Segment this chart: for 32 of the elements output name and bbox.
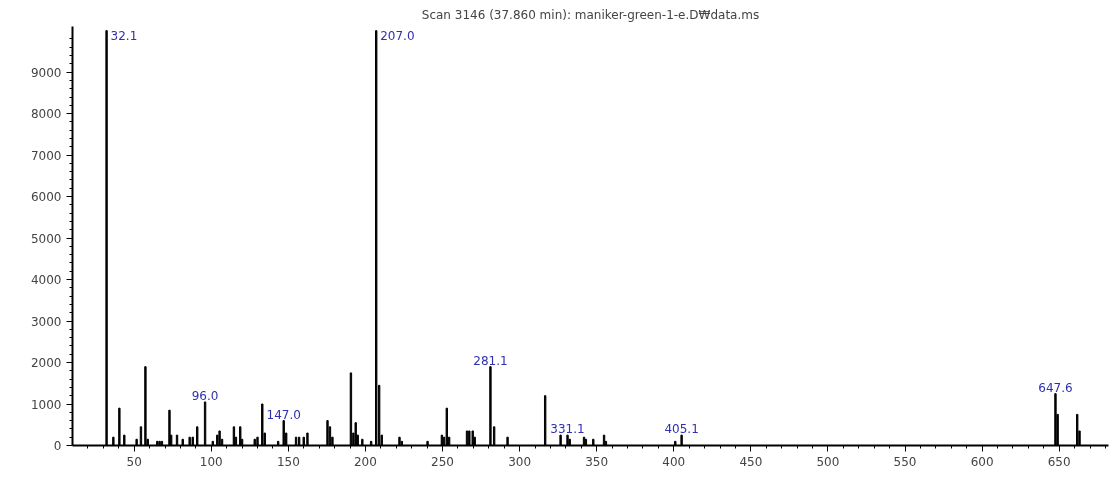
annotation: 331.1 [550,422,585,437]
annotation: 647.6 [1038,380,1073,395]
y-tick-label: 9000 [30,65,62,80]
x-tick-label: 150 [276,454,300,469]
annotation: 96.0 [191,388,219,403]
y-tick-label: 0 [53,439,62,453]
annotation: 32.1 [110,28,138,43]
y-tick-label: 7000 [30,148,62,163]
y-tick-label: 5000 [30,231,62,246]
y-tick-label: 8000 [30,107,62,122]
annotation: 207.0 [380,28,415,43]
x-tick-label: 100 [199,454,223,469]
x-tick-label: 300 [508,454,532,469]
x-tick-label: 500 [816,454,840,469]
y-tick-label: 6000 [30,190,62,205]
annotation: 147.0 [266,407,301,422]
x-tick-label: 400 [662,454,686,469]
x-tick-label: 550 [893,454,917,469]
y-tick-label: 1000 [30,397,62,412]
x-tick-label: 250 [431,454,454,469]
chart-title: Scan 3146 (37.860 min): maniker-green-1-e.D₩data.ms [421,7,760,22]
y-tick-label: 3000 [30,314,62,329]
x-tick-label: 200 [353,454,377,469]
x-tick-label: 650 [1047,454,1071,469]
x-tick-label: 50 [126,454,142,469]
x-tick-label: 450 [739,454,763,469]
y-tick-label: 4000 [30,273,62,288]
annotation: 281.1 [473,353,508,368]
annotation: 405.1 [664,422,699,437]
y-tick-label: 2000 [30,356,62,371]
x-tick-label: 600 [970,454,994,469]
x-tick-label: 350 [585,454,609,469]
